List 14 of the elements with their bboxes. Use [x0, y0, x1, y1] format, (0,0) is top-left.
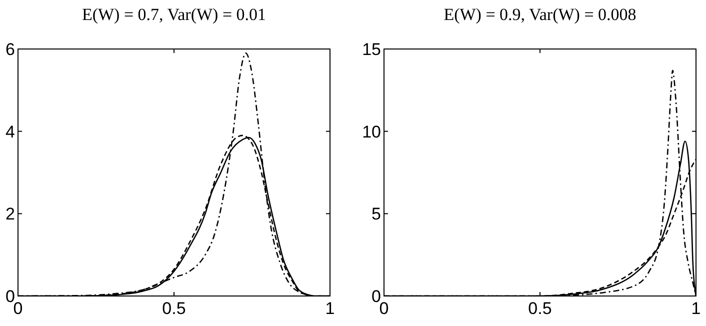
y-tick-label: 4	[6, 122, 15, 142]
x-tick-label: 1	[691, 299, 701, 318]
y-tick-label: 0	[372, 287, 381, 306]
x-tick-label: 0.5	[162, 299, 186, 318]
x-tick-label: 0.5	[528, 299, 552, 318]
chart-title: E(W) = 0.7, Var(W) = 0.01	[82, 5, 266, 24]
y-tick-label: 6	[6, 40, 15, 59]
y-tick-label: 0	[6, 287, 15, 306]
y-tick-label: 15	[362, 40, 381, 59]
y-tick-label: 10	[362, 122, 381, 142]
y-tick-label: 2	[6, 204, 15, 224]
x-tick-label: 1	[325, 299, 335, 318]
chart-title: E(W) = 0.9, Var(W) = 0.008	[444, 5, 636, 24]
y-tick-label: 5	[372, 204, 381, 224]
